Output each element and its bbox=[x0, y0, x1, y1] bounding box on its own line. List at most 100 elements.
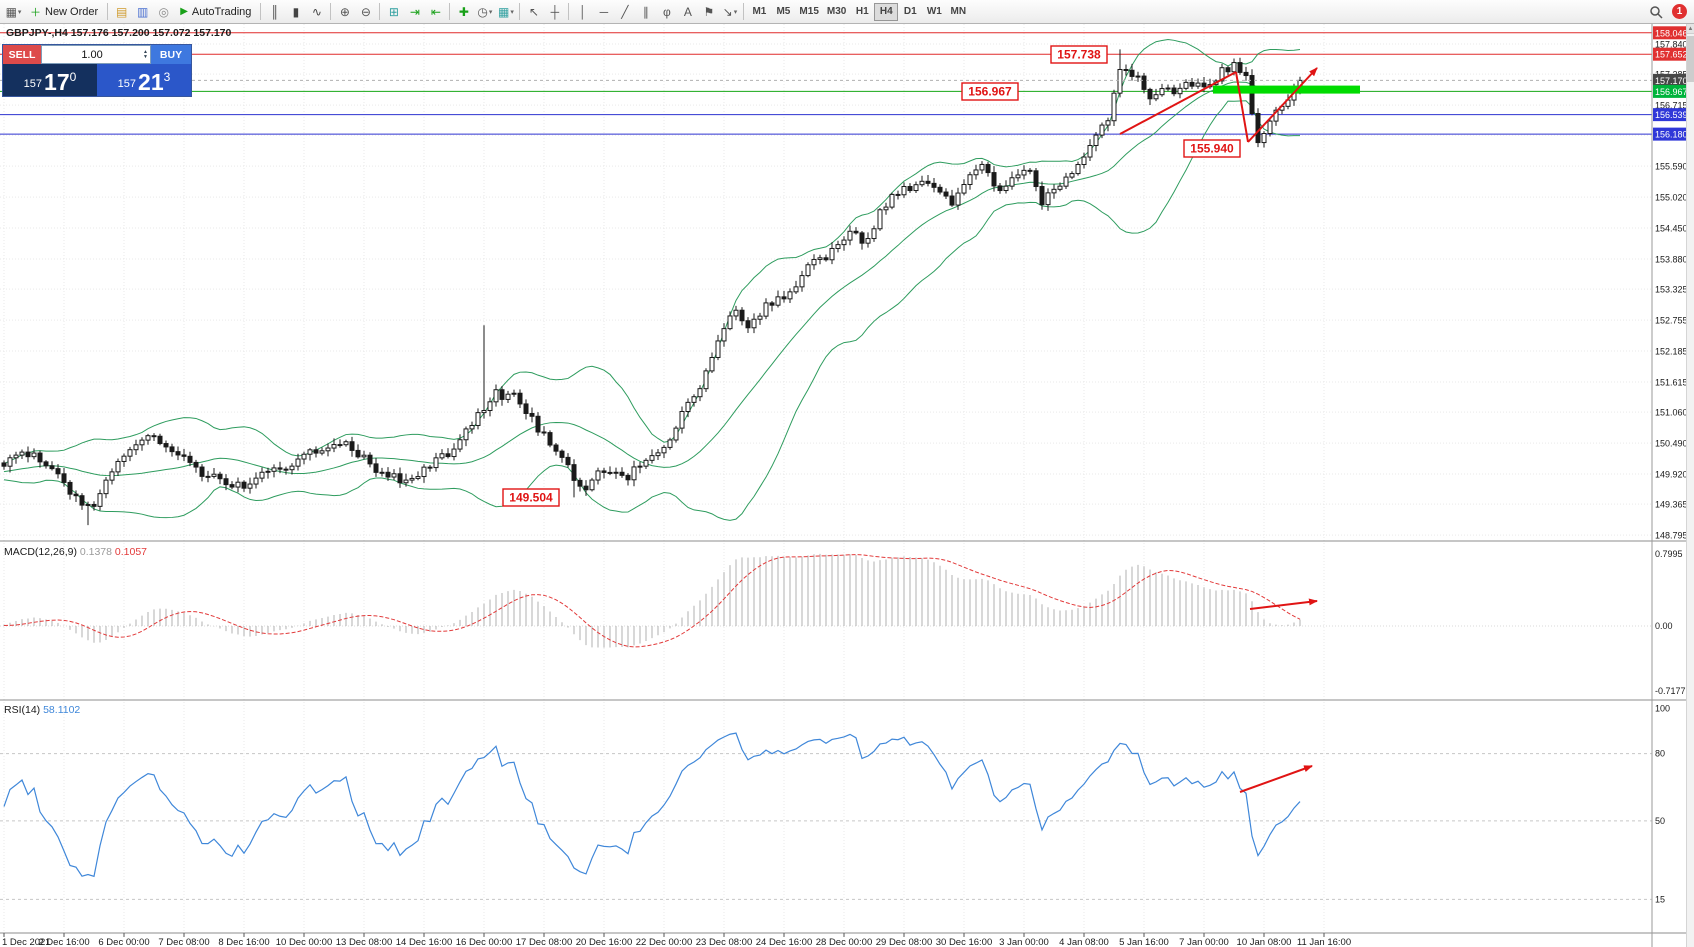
periods-icon[interactable]: ◷ ▾ bbox=[474, 2, 495, 22]
candle-body bbox=[529, 412, 535, 417]
folder-icon[interactable]: ▤ bbox=[116, 4, 128, 19]
candle-body bbox=[379, 471, 385, 474]
candle-body bbox=[913, 184, 919, 192]
candle-body bbox=[841, 239, 847, 246]
candle-body bbox=[427, 466, 433, 469]
candle-body bbox=[55, 468, 61, 475]
candle-body bbox=[823, 257, 829, 261]
candle-body bbox=[685, 401, 691, 413]
trend-arrow[interactable] bbox=[1239, 765, 1313, 793]
bollinger-upper bbox=[3, 39, 1301, 465]
timeframe-mn[interactable]: MN bbox=[946, 3, 970, 21]
candle-body bbox=[433, 457, 439, 469]
candle-body bbox=[1147, 88, 1153, 100]
scroll-up-icon[interactable]: ▲ bbox=[1687, 24, 1694, 34]
trend-arrow[interactable] bbox=[1119, 71, 1237, 135]
one-click-trading-panel: SELL 1.00 ▲ ▼ BUY 157 17 0 157 21 3 bbox=[2, 44, 192, 97]
candle-body bbox=[205, 475, 211, 478]
globe-icon[interactable]: ◎ bbox=[158, 4, 169, 19]
candle-body bbox=[463, 428, 469, 441]
buy-price[interactable]: 157 21 3 bbox=[97, 64, 191, 96]
chart-menu-icon[interactable]: ▦ ▾ bbox=[3, 2, 24, 22]
candle-body bbox=[1117, 68, 1123, 94]
volume-input[interactable]: 1.00 ▲ ▼ bbox=[41, 45, 151, 64]
zoom-in-icon[interactable]: ⊕ bbox=[339, 4, 350, 19]
candle-body bbox=[457, 439, 463, 450]
sell-price[interactable]: 157 17 0 bbox=[3, 64, 97, 96]
notification-badge[interactable]: 1 bbox=[1672, 4, 1687, 19]
candle-body bbox=[157, 435, 163, 445]
candle-body bbox=[1165, 87, 1171, 90]
candle-body bbox=[691, 396, 697, 403]
candle-body bbox=[703, 370, 709, 390]
horizontal-price-lines[interactable] bbox=[0, 32, 1652, 135]
candle-body bbox=[769, 302, 775, 306]
trend-arrow[interactable] bbox=[1247, 67, 1318, 143]
scrollbar[interactable]: ▲ bbox=[1686, 24, 1694, 947]
auto-scroll-icon[interactable]: ⇥ bbox=[409, 4, 420, 19]
timeframe-d1[interactable]: D1 bbox=[898, 3, 922, 21]
price-annotation-text: 155.940 bbox=[1190, 142, 1234, 156]
chevron-down-icon: ▾ bbox=[488, 8, 493, 16]
volume-spinner[interactable]: ▲ ▼ bbox=[143, 48, 148, 60]
timeframe-w1[interactable]: W1 bbox=[922, 3, 946, 21]
timeframe-m30[interactable]: M30 bbox=[823, 3, 850, 21]
autotrading-button[interactable]: ▶ AutoTrading bbox=[174, 2, 257, 22]
trendline-icon[interactable]: ╱ bbox=[621, 4, 629, 19]
time-label: 28 Dec 00:00 bbox=[816, 937, 873, 947]
channel-icon[interactable]: ∥ bbox=[642, 4, 649, 19]
timeframe-m15[interactable]: M15 bbox=[795, 3, 822, 21]
fibonacci-icon[interactable]: φ bbox=[663, 4, 671, 19]
horizontal-line-icon[interactable]: ─ bbox=[599, 4, 609, 19]
timeframe-h4[interactable]: H4 bbox=[874, 2, 899, 21]
zoom-out-icon[interactable]: ⊖ bbox=[360, 4, 371, 19]
new-order-button[interactable]: ＋ New Order bbox=[24, 2, 104, 22]
scrollbar-thumb[interactable] bbox=[1687, 36, 1694, 82]
price-annotation-box[interactable] bbox=[502, 488, 560, 507]
vertical-line-icon[interactable]: │ bbox=[579, 4, 587, 19]
cursor-icon[interactable]: ↖ bbox=[528, 4, 539, 19]
price-annotation-box[interactable] bbox=[1183, 139, 1241, 158]
candle-body bbox=[385, 471, 391, 478]
candle-body bbox=[589, 479, 595, 491]
trend-arrows[interactable] bbox=[1119, 67, 1318, 793]
time-label: 10 Jan 08:00 bbox=[1237, 937, 1292, 947]
label-tool-icon[interactable]: ⚑ bbox=[703, 4, 715, 19]
candle-body bbox=[1231, 62, 1237, 73]
arrows-tool-icon[interactable]: ↘ ▾ bbox=[719, 2, 740, 22]
volume-up-icon[interactable]: ▲ bbox=[143, 48, 148, 55]
candle-body bbox=[31, 452, 37, 458]
buy-button[interactable]: BUY bbox=[151, 45, 191, 64]
crosshair-icon[interactable]: ┼ bbox=[550, 4, 560, 19]
time-label: 1 Dec 2021 bbox=[2, 937, 51, 947]
support-zone-line[interactable] bbox=[1213, 85, 1360, 94]
price-annotation-box[interactable] bbox=[1050, 45, 1108, 64]
volume-down-icon[interactable]: ▼ bbox=[143, 53, 148, 60]
sell-button[interactable]: SELL bbox=[3, 45, 41, 64]
indicators-icon[interactable]: ✚ bbox=[458, 4, 469, 19]
line-chart-icon[interactable]: ∿ bbox=[311, 4, 322, 19]
trend-arrow[interactable] bbox=[1235, 71, 1249, 143]
trend-arrow[interactable] bbox=[1249, 598, 1318, 610]
timeframe-m1[interactable]: M1 bbox=[747, 3, 771, 21]
candle-body bbox=[325, 447, 331, 452]
time-label: 22 Dec 00:00 bbox=[636, 937, 693, 947]
printer-icon[interactable]: ▥ bbox=[137, 4, 149, 19]
price-label: 151.060 bbox=[1655, 408, 1688, 418]
candle-body bbox=[7, 457, 13, 467]
price-annotation-box[interactable] bbox=[961, 82, 1019, 101]
timeframe-m5[interactable]: M5 bbox=[771, 3, 795, 21]
timeframe-h1[interactable]: H1 bbox=[850, 3, 874, 21]
bar-chart-icon[interactable]: ║ bbox=[270, 4, 280, 19]
candle-body bbox=[535, 415, 541, 433]
tile-windows-icon[interactable]: ⊞ bbox=[388, 4, 399, 19]
rsi-levels bbox=[0, 753, 1652, 900]
chart-shift-icon[interactable]: ⇤ bbox=[430, 4, 441, 19]
text-tool-icon[interactable]: A bbox=[683, 4, 692, 19]
candle-body bbox=[1111, 92, 1117, 122]
template-icon[interactable]: ▦ ▾ bbox=[495, 2, 516, 22]
candlestick-chart-icon[interactable]: ▮ bbox=[292, 4, 300, 19]
search-icon[interactable] bbox=[1645, 2, 1666, 22]
candle-body bbox=[1171, 87, 1177, 95]
